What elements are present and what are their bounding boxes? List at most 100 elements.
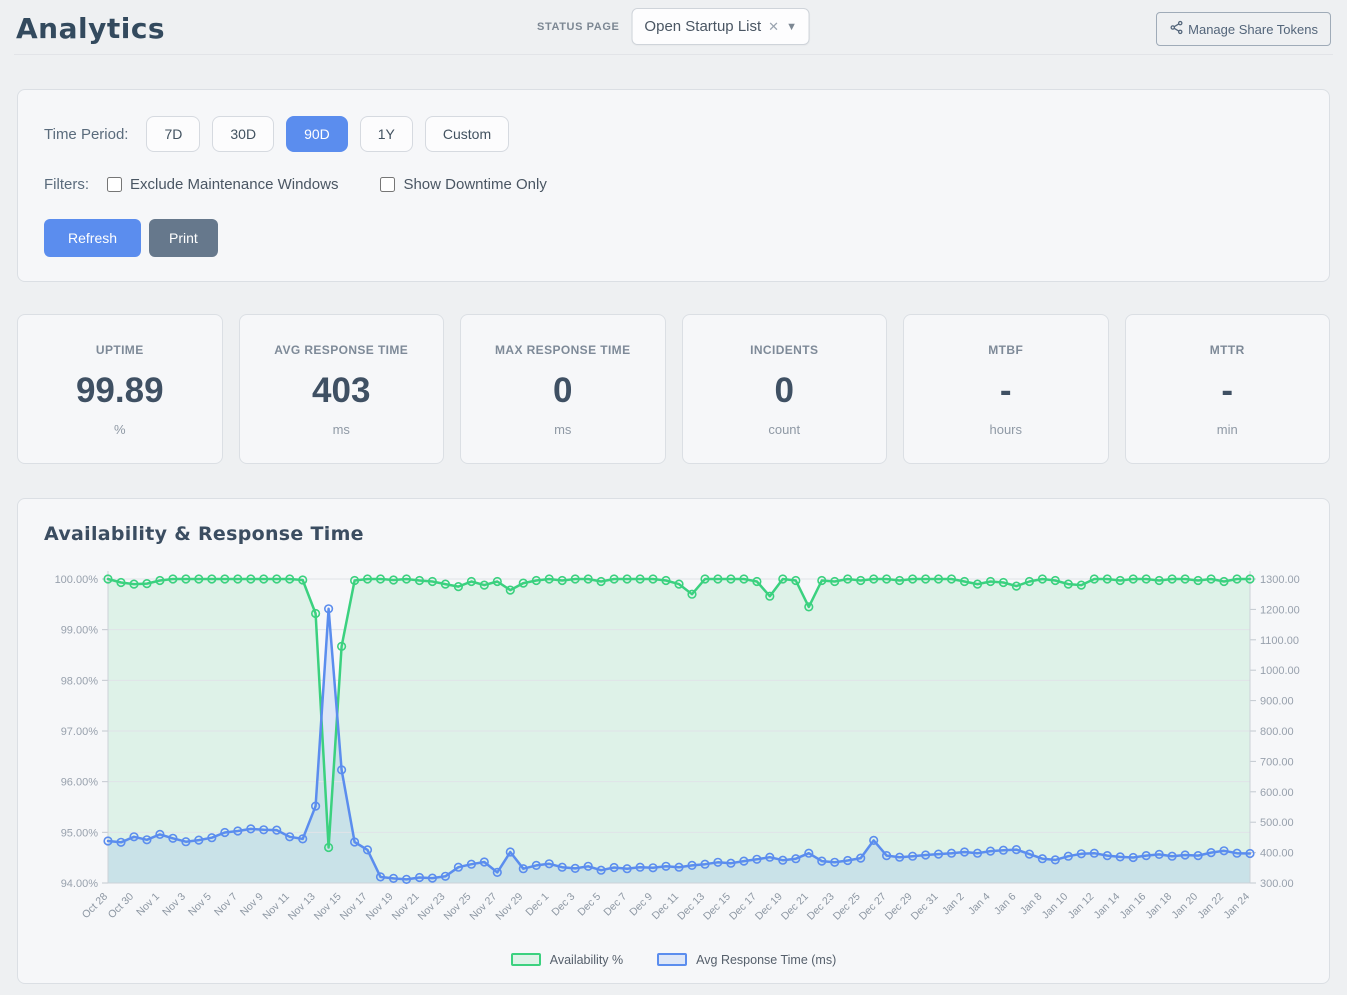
svg-text:1300.00: 1300.00 — [1260, 574, 1300, 586]
legend-item-availability: Availability % — [510, 953, 623, 967]
svg-text:Jan 14: Jan 14 — [1092, 890, 1123, 921]
svg-text:700.00: 700.00 — [1260, 756, 1294, 768]
chart-legend: Availability % Avg Response Time (ms) — [18, 953, 1329, 967]
time-period-row: Time Period: 7D 30D 90D 1Y Custom — [44, 116, 1303, 152]
clear-selection-icon[interactable]: ✕ — [768, 19, 780, 34]
svg-text:96.00%: 96.00% — [61, 776, 99, 788]
print-button[interactable]: Print — [149, 219, 218, 257]
svg-text:800.00: 800.00 — [1260, 726, 1294, 738]
stat-label: UPTIME — [95, 343, 144, 357]
legend-item-response: Avg Response Time (ms) — [657, 953, 836, 967]
svg-text:Oct 28: Oct 28 — [80, 890, 110, 920]
exclude-maintenance-checkbox[interactable] — [107, 177, 122, 192]
period-button-90d[interactable]: 90D — [286, 116, 348, 152]
stat-unit: min — [1216, 421, 1238, 437]
exclude-maintenance-checkbox-wrap[interactable]: Exclude Maintenance Windows — [107, 176, 338, 193]
actions-row: Refresh Print — [44, 219, 1303, 257]
svg-text:Nov 1: Nov 1 — [134, 890, 162, 918]
stat-label: MTTR — [1209, 343, 1245, 357]
time-period-label: Time Period: — [44, 125, 129, 143]
svg-text:Dec 1: Dec 1 — [523, 890, 551, 918]
svg-text:900.00: 900.00 — [1260, 695, 1294, 707]
svg-text:Nov 21: Nov 21 — [390, 890, 422, 922]
svg-text:Dec 23: Dec 23 — [805, 890, 837, 922]
stat-label: AVG RESPONSE TIME — [274, 343, 409, 357]
refresh-button[interactable]: Refresh — [44, 219, 142, 257]
stat-unit: % — [113, 421, 126, 437]
stats-row: UPTIME 99.89 % AVG RESPONSE TIME 403 ms … — [17, 314, 1330, 464]
period-button-1y[interactable]: 1Y — [359, 116, 413, 152]
svg-text:Jan 16: Jan 16 — [1118, 890, 1149, 921]
stat-unit: hours — [989, 421, 1023, 437]
svg-text:Nov 11: Nov 11 — [260, 890, 292, 922]
svg-text:Nov 25: Nov 25 — [442, 890, 474, 922]
period-button-7d[interactable]: 7D — [146, 116, 201, 152]
svg-text:Dec 13: Dec 13 — [675, 890, 707, 922]
filters-row: Filters: Exclude Maintenance Windows Sho… — [44, 176, 1303, 193]
stat-value: 99.89 — [75, 371, 164, 410]
svg-text:1100.00: 1100.00 — [1260, 635, 1299, 647]
svg-text:Oct 30: Oct 30 — [106, 890, 136, 920]
stat-label: MTBF — [988, 343, 1024, 357]
svg-text:500.00: 500.00 — [1260, 817, 1294, 829]
svg-text:Nov 29: Nov 29 — [493, 890, 525, 922]
period-button-30d[interactable]: 30D — [212, 116, 275, 152]
svg-text:Dec 25: Dec 25 — [831, 890, 863, 922]
stat-value: - — [1221, 371, 1234, 410]
stat-value: 403 — [312, 371, 371, 410]
svg-text:Nov 15: Nov 15 — [312, 890, 344, 922]
svg-text:97.00%: 97.00% — [61, 726, 99, 738]
chevron-down-icon: ▼ — [786, 20, 797, 33]
share-icon — [1169, 20, 1184, 38]
svg-text:98.00%: 98.00% — [61, 675, 99, 687]
response-legend-swatch — [657, 953, 688, 967]
show-downtime-checkbox[interactable] — [380, 177, 396, 192]
manage-share-tokens-button[interactable]: Manage Share Tokens — [1156, 12, 1331, 46]
svg-text:Dec 21: Dec 21 — [779, 890, 811, 922]
svg-text:Dec 31: Dec 31 — [909, 890, 941, 922]
svg-text:Dec 5: Dec 5 — [575, 890, 603, 918]
svg-text:Nov 3: Nov 3 — [160, 890, 188, 918]
stat-card-mtbf: MTBF - hours — [903, 314, 1109, 464]
svg-text:Dec 19: Dec 19 — [753, 890, 785, 922]
svg-text:94.00%: 94.00% — [61, 878, 99, 890]
svg-text:Jan 10: Jan 10 — [1040, 890, 1071, 921]
period-button-custom[interactable]: Custom — [424, 116, 510, 152]
svg-text:Jan 6: Jan 6 — [992, 890, 1019, 917]
stat-card-mttr: MTTR - min — [1124, 314, 1330, 464]
svg-text:400.00: 400.00 — [1260, 847, 1294, 859]
status-page-label: STATUS PAGE — [537, 20, 620, 33]
svg-text:Dec 11: Dec 11 — [650, 890, 682, 922]
chart-title: Availability & Response Time — [44, 522, 364, 545]
svg-text:Jan 18: Jan 18 — [1143, 890, 1174, 921]
svg-text:Dec 27: Dec 27 — [857, 890, 889, 922]
availability-response-chart: 100.00% 99.00% 98.00% 97.00% 96.00% 95.00% 94.… — [55, 570, 1300, 922]
svg-text:Nov 27: Nov 27 — [467, 890, 499, 922]
svg-text:Nov 23: Nov 23 — [416, 890, 448, 922]
header-divider — [14, 54, 1333, 55]
stat-value: - — [999, 371, 1012, 410]
stat-unit: ms — [554, 421, 572, 437]
status-page-selected-value: Open Startup List — [644, 18, 762, 35]
svg-text:1000.00: 1000.00 — [1260, 665, 1300, 677]
stat-card-uptime: UPTIME 99.89 % — [17, 314, 223, 464]
stat-label: MAX RESPONSE TIME — [495, 343, 631, 357]
svg-text:Jan 22: Jan 22 — [1195, 890, 1226, 921]
svg-text:Nov 17: Nov 17 — [338, 890, 370, 922]
stat-unit: ms — [332, 421, 350, 437]
svg-text:100.00%: 100.00% — [55, 574, 99, 586]
stat-card-avg-response: AVG RESPONSE TIME 403 ms — [238, 314, 444, 464]
svg-text:Jan 2: Jan 2 — [940, 890, 967, 917]
svg-text:Nov 19: Nov 19 — [364, 890, 396, 922]
show-downtime-checkbox-wrap[interactable]: Show Downtime Only — [380, 176, 547, 193]
exclude-maintenance-label: Exclude Maintenance Windows — [130, 176, 339, 193]
svg-text:Jan 24: Jan 24 — [1221, 890, 1252, 921]
svg-text:Jan 4: Jan 4 — [966, 890, 993, 917]
svg-text:Dec 7: Dec 7 — [601, 890, 629, 918]
stat-value: 0 — [774, 371, 794, 410]
svg-text:Dec 17: Dec 17 — [727, 890, 759, 922]
stat-card-max-response: MAX RESPONSE TIME 0 ms — [460, 314, 666, 464]
status-page-select[interactable]: Open Startup List ✕ ▼ — [631, 8, 810, 45]
svg-text:Jan 20: Jan 20 — [1169, 890, 1200, 921]
svg-text:Dec 29: Dec 29 — [883, 890, 915, 922]
